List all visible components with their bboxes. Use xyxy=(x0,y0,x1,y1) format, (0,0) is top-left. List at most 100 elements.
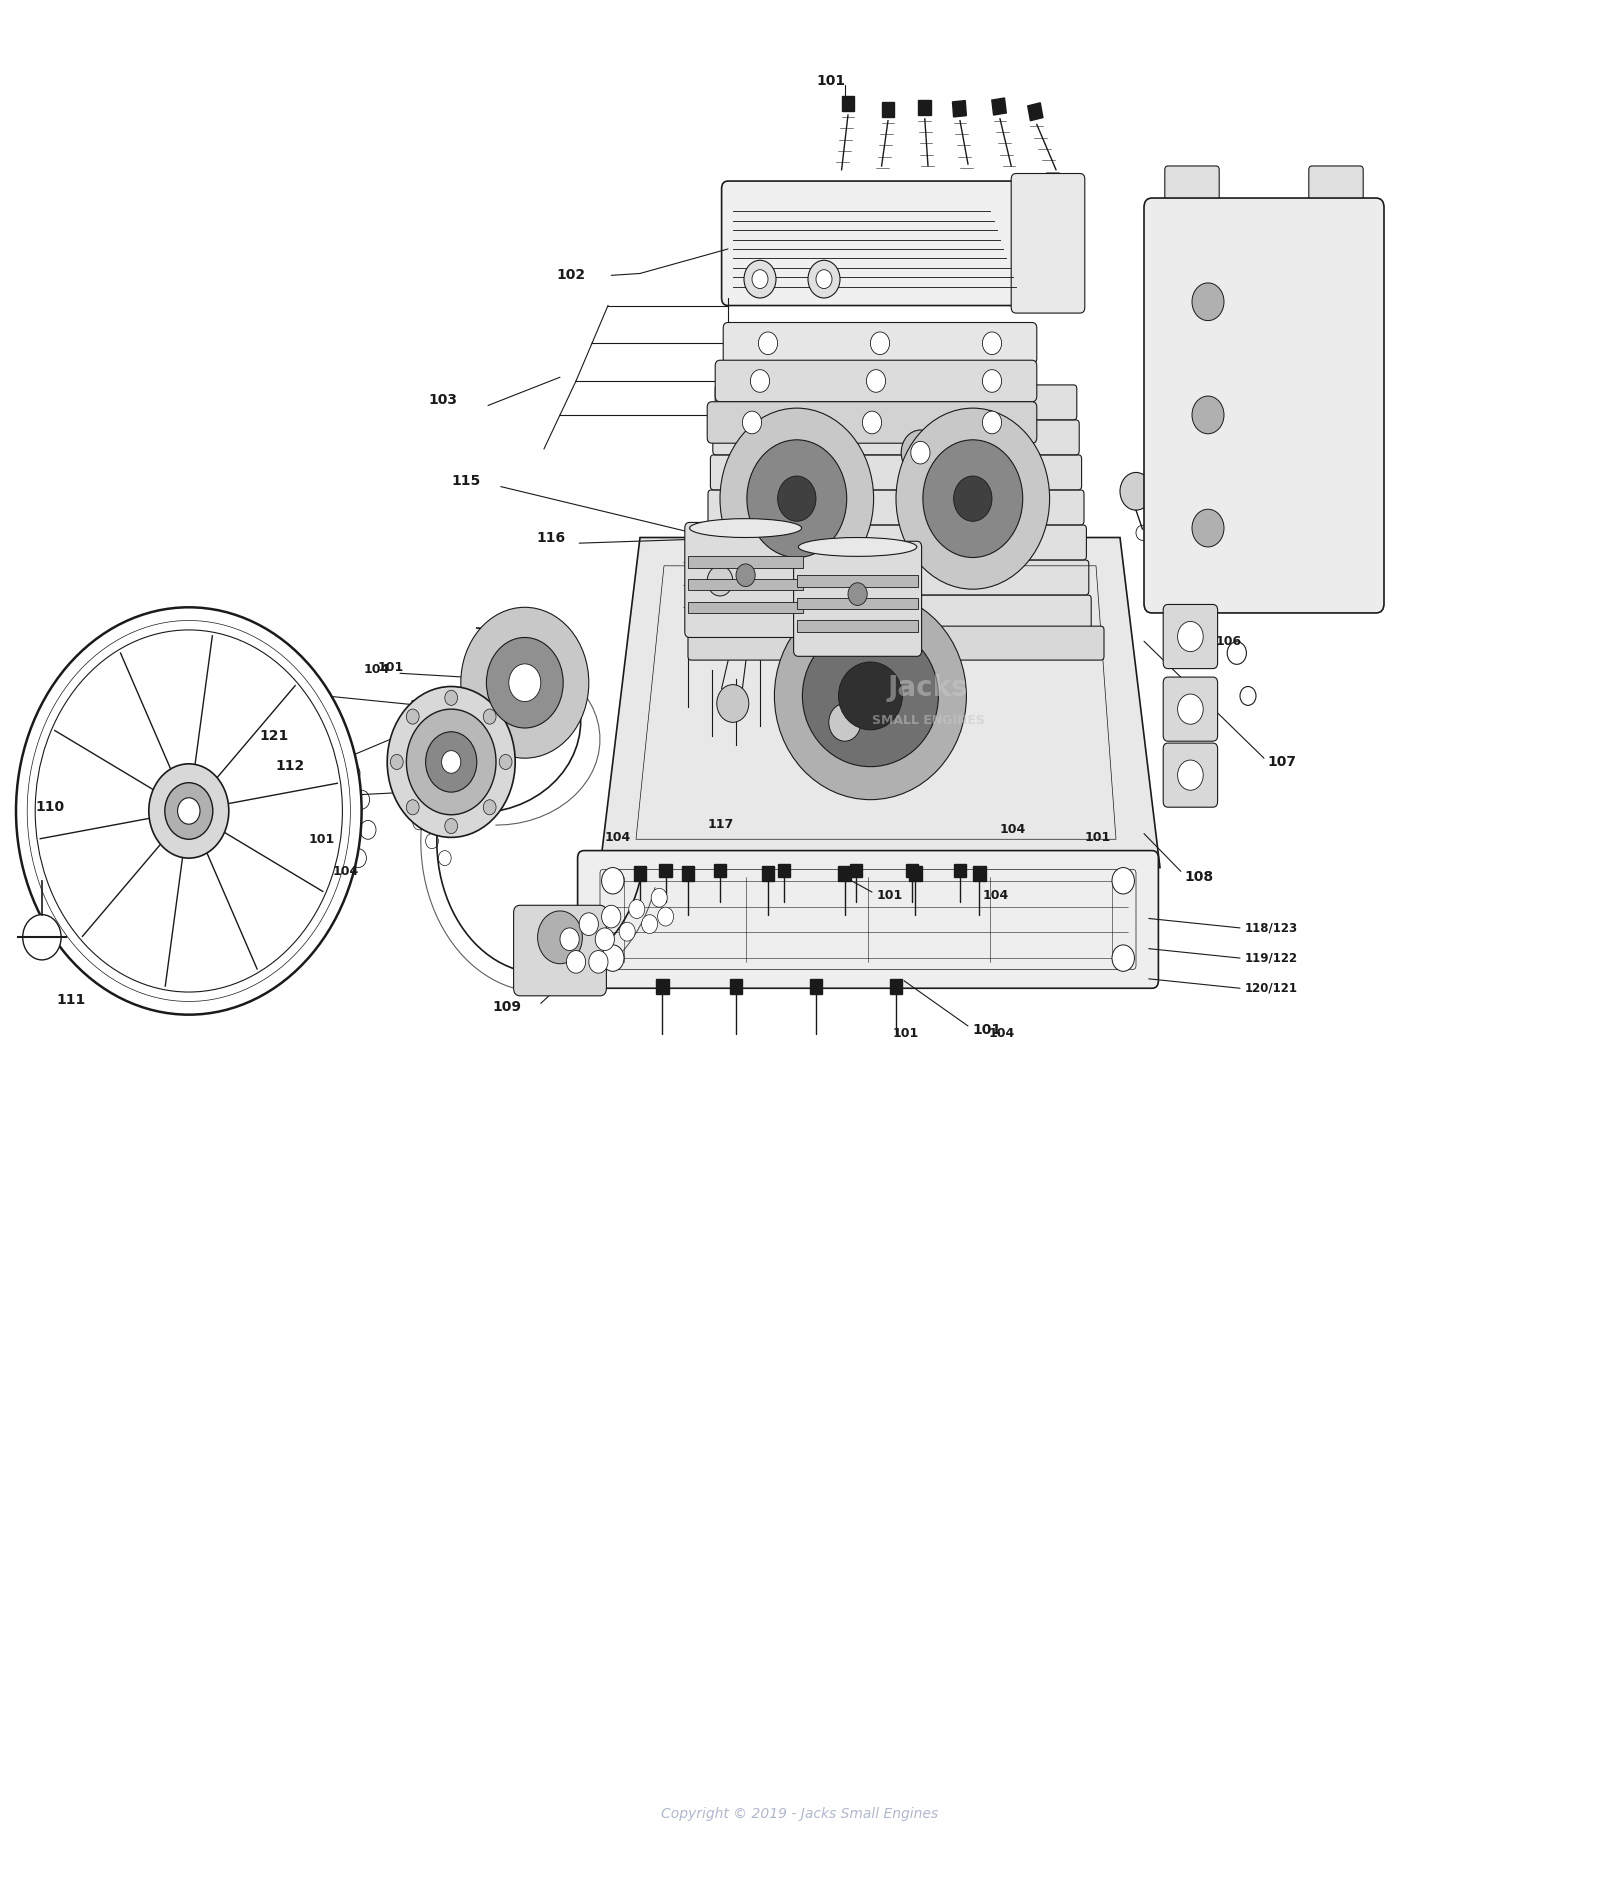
Circle shape xyxy=(870,332,890,355)
Text: 111: 111 xyxy=(56,992,85,1007)
Circle shape xyxy=(426,732,477,792)
Bar xyxy=(850,864,862,877)
Circle shape xyxy=(658,907,674,926)
Circle shape xyxy=(165,783,213,839)
FancyBboxPatch shape xyxy=(1165,166,1219,211)
Circle shape xyxy=(923,439,1022,558)
Bar xyxy=(634,866,646,881)
Bar xyxy=(906,864,918,877)
Text: 104: 104 xyxy=(605,832,630,843)
FancyBboxPatch shape xyxy=(1163,677,1218,741)
Circle shape xyxy=(560,928,579,951)
Text: 112: 112 xyxy=(280,783,309,798)
Circle shape xyxy=(461,607,589,758)
FancyBboxPatch shape xyxy=(707,490,1085,524)
Text: 104: 104 xyxy=(363,664,389,675)
Circle shape xyxy=(750,720,770,743)
Bar xyxy=(730,979,742,994)
Circle shape xyxy=(442,751,461,773)
Bar xyxy=(797,620,918,632)
Text: 103: 103 xyxy=(429,392,458,407)
Circle shape xyxy=(717,685,749,722)
Circle shape xyxy=(538,911,582,964)
Circle shape xyxy=(1178,760,1203,790)
Circle shape xyxy=(778,475,816,521)
Circle shape xyxy=(704,654,720,673)
Text: 104: 104 xyxy=(872,654,898,666)
Circle shape xyxy=(1112,868,1134,894)
Circle shape xyxy=(726,739,746,762)
Circle shape xyxy=(595,928,614,951)
FancyBboxPatch shape xyxy=(714,421,1078,455)
Circle shape xyxy=(35,630,342,992)
Circle shape xyxy=(736,564,755,587)
Text: 119/122: 119/122 xyxy=(1245,952,1298,964)
Circle shape xyxy=(1240,687,1256,705)
Circle shape xyxy=(602,868,624,894)
Text: Jacks: Jacks xyxy=(888,675,968,702)
Bar xyxy=(810,979,822,994)
Circle shape xyxy=(27,620,350,1001)
Circle shape xyxy=(602,945,624,971)
Text: 102: 102 xyxy=(557,268,586,283)
Bar xyxy=(762,866,774,881)
Bar xyxy=(882,102,894,117)
Circle shape xyxy=(910,441,930,464)
FancyBboxPatch shape xyxy=(701,596,1091,630)
Text: 101: 101 xyxy=(877,890,902,902)
Bar xyxy=(682,866,694,881)
Circle shape xyxy=(445,819,458,834)
Circle shape xyxy=(406,800,419,815)
Circle shape xyxy=(680,626,696,645)
Circle shape xyxy=(16,607,362,1015)
Text: 116: 116 xyxy=(536,530,565,545)
FancyBboxPatch shape xyxy=(706,524,1086,560)
FancyBboxPatch shape xyxy=(710,455,1082,490)
Text: 112: 112 xyxy=(275,758,304,773)
Circle shape xyxy=(702,730,722,753)
Bar xyxy=(973,866,986,881)
Circle shape xyxy=(982,411,1002,434)
Bar xyxy=(952,100,966,117)
Circle shape xyxy=(901,430,939,475)
Bar xyxy=(797,598,918,609)
Text: 115: 115 xyxy=(451,473,480,488)
FancyBboxPatch shape xyxy=(1163,604,1218,670)
Circle shape xyxy=(829,703,861,741)
Circle shape xyxy=(651,888,667,907)
Circle shape xyxy=(499,754,512,769)
Polygon shape xyxy=(600,538,1160,868)
Circle shape xyxy=(1192,509,1224,547)
Ellipse shape xyxy=(803,626,938,766)
Ellipse shape xyxy=(774,592,966,800)
FancyBboxPatch shape xyxy=(685,522,806,637)
Bar xyxy=(714,864,726,877)
Bar xyxy=(918,100,931,115)
FancyBboxPatch shape xyxy=(707,402,1037,443)
Text: Copyright © 2019 - Jacks Small Engines: Copyright © 2019 - Jacks Small Engines xyxy=(661,1807,939,1822)
Ellipse shape xyxy=(838,662,902,730)
Circle shape xyxy=(1178,622,1203,653)
Text: SMALL ENGINES: SMALL ENGINES xyxy=(872,715,984,726)
FancyBboxPatch shape xyxy=(715,385,1077,421)
Text: 106: 106 xyxy=(1216,636,1242,647)
Bar xyxy=(688,579,803,590)
Circle shape xyxy=(178,798,200,824)
Circle shape xyxy=(426,834,438,849)
Text: 120/121: 120/121 xyxy=(1245,983,1298,994)
Circle shape xyxy=(747,439,846,558)
Circle shape xyxy=(22,915,61,960)
Circle shape xyxy=(483,709,496,724)
Circle shape xyxy=(589,951,608,973)
Circle shape xyxy=(629,900,645,918)
Circle shape xyxy=(707,566,733,596)
Text: 110: 110 xyxy=(35,800,64,815)
Text: 101: 101 xyxy=(378,662,403,673)
Circle shape xyxy=(752,645,768,664)
Circle shape xyxy=(403,792,416,807)
Text: 114: 114 xyxy=(410,700,435,711)
Circle shape xyxy=(867,370,886,392)
Circle shape xyxy=(483,800,496,815)
Circle shape xyxy=(982,332,1002,355)
Text: 121: 121 xyxy=(259,728,288,743)
